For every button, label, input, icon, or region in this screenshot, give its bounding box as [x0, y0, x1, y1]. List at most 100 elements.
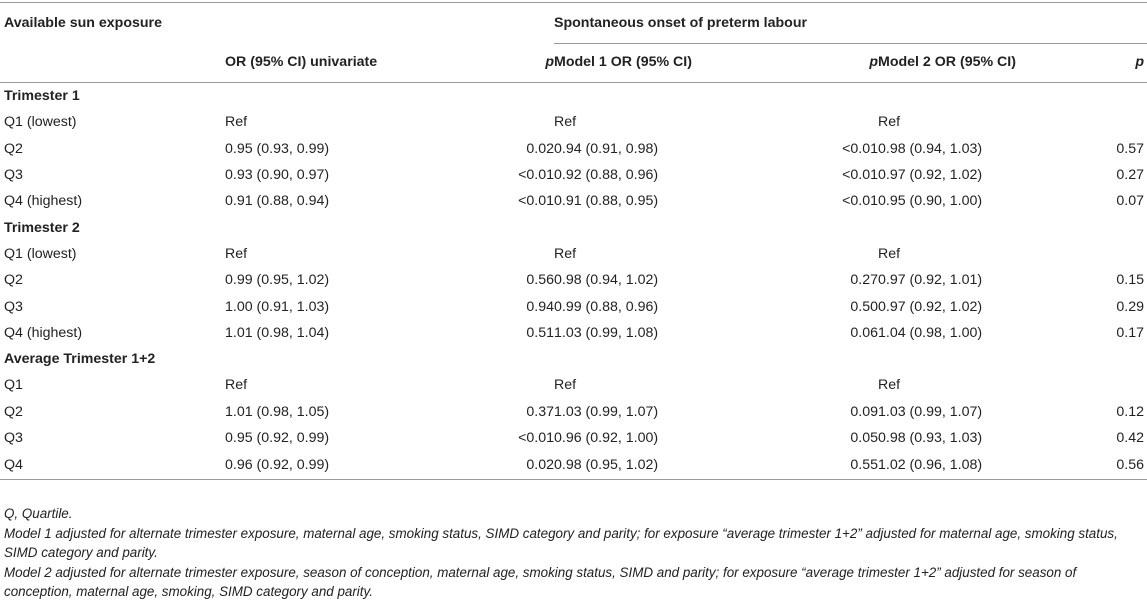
model2-p: 0.56 — [1092, 451, 1147, 481]
table-row: Q3 1.00 (0.91, 1.03) 0.94 0.99 (0.88, 0.96)… — [0, 293, 1147, 319]
univariate-p: 0.51 — [526, 324, 554, 341]
model1-p — [772, 109, 878, 135]
model1-or: 0.92 (0.88, 0.96) — [554, 167, 659, 184]
model2-p: 0.29 — [1116, 298, 1144, 315]
model2-or: Ref — [878, 245, 901, 262]
univariate-p: 0.37 — [526, 403, 554, 420]
table-row: Q1 (lowest) Ref Ref Ref — [0, 241, 1147, 267]
model1-p: 0.55 — [772, 451, 878, 481]
model2-or: 0.98 (0.93, 1.03) — [878, 430, 983, 446]
model1-p: 0.05 — [850, 430, 878, 446]
col-header-p2: p — [772, 42, 878, 83]
group-header: Spontaneous onset of preterm labour — [554, 2, 1147, 44]
section-title: Trimester 1 — [4, 88, 80, 105]
col-header-model1: Model 1 OR (95% CI) — [554, 42, 772, 83]
univariate-p: 0.56 — [526, 272, 554, 289]
univariate-or: 0.95 (0.93, 0.99) — [225, 140, 330, 157]
model1-or: Ref — [554, 245, 577, 262]
univariate-or: 1.01 (0.98, 1.04) — [225, 324, 330, 341]
model2-p: 0.57 — [1116, 140, 1144, 157]
univariate-p: 0.02 — [526, 140, 554, 157]
section-row: Trimester 1 — [0, 83, 1147, 110]
model2-or: Ref — [878, 377, 901, 394]
model1-or: 0.96 (0.92, 1.00) — [554, 430, 659, 446]
univariate-or: 0.95 (0.92, 0.99) — [225, 430, 330, 446]
footnote-quartile: Q, Quartile. — [4, 506, 73, 521]
model1-or: 0.98 (0.95, 1.02) — [554, 451, 772, 481]
model2-p — [1092, 372, 1147, 398]
univariate-or: 0.93 (0.90, 0.97) — [225, 167, 330, 184]
model2-or: 0.97 (0.92, 1.01) — [878, 272, 983, 289]
model2-p: 0.17 — [1116, 324, 1144, 341]
section-row: Trimester 2 — [0, 214, 1147, 240]
model1-p — [772, 372, 878, 398]
table-row: Q3 0.93 (0.90, 0.97) <0.01 0.92 (0.88, 0.96… — [0, 162, 1147, 188]
model2-or: 0.97 (0.92, 1.02) — [878, 167, 983, 184]
quartile-label: Q4 — [0, 451, 225, 481]
univariate-p — [450, 241, 554, 267]
quartile-label: Q3 — [4, 167, 23, 184]
table-row: Q1 (lowest) Ref Ref Ref — [0, 109, 1147, 135]
univariate-or: Ref — [225, 114, 248, 131]
univariate-p: <0.01 — [518, 193, 554, 210]
model1-p: <0.01 — [842, 167, 878, 184]
univariate-or: Ref — [225, 245, 248, 262]
univariate-or: Ref — [225, 377, 248, 394]
univariate-p: <0.01 — [518, 430, 554, 446]
univariate-or: 0.99 (0.95, 1.02) — [225, 272, 330, 289]
model2-p: 0.07 — [1116, 193, 1144, 210]
univariate-p: 0.94 — [526, 298, 554, 315]
col-header-model2: Model 2 OR (95% CI) — [878, 42, 1092, 83]
quartile-label: Q2 — [4, 140, 23, 157]
model1-or: 0.98 (0.94, 1.02) — [554, 272, 659, 289]
section-title: Trimester 2 — [4, 219, 80, 236]
model2-or: 0.98 (0.94, 1.03) — [878, 140, 983, 157]
model1-p: 0.50 — [850, 298, 878, 315]
col-header-p1: p — [450, 42, 554, 83]
results-body-table: OR (95% CI) univariate p Model 1 OR (95%… — [0, 42, 1147, 481]
model2-or: 0.95 (0.90, 1.00) — [878, 193, 983, 210]
univariate-p: <0.01 — [518, 167, 554, 184]
model2-or: 0.97 (0.92, 1.02) — [878, 298, 983, 315]
results-table: Available sun exposure Spontaneous onset… — [0, 2, 1147, 44]
univariate-p — [450, 109, 554, 135]
model1-p: 0.27 — [850, 272, 878, 289]
model1-or: 1.03 (0.99, 1.07) — [554, 403, 659, 420]
univariate-or: 0.91 (0.88, 0.94) — [225, 193, 330, 210]
model1-p: <0.01 — [842, 193, 878, 210]
univariate-p: 0.02 — [450, 451, 554, 481]
table-row: Q2 0.99 (0.95, 1.02) 0.56 0.98 (0.94, 1.02)… — [0, 267, 1147, 293]
quartile-label: Q2 — [4, 272, 23, 289]
footnote-model2: Model 2 adjusted for alternate trimester… — [4, 564, 1077, 600]
col-header-univariate: OR (95% CI) univariate — [225, 42, 450, 83]
quartile-label: Q2 — [4, 403, 23, 420]
header-row-1: Available sun exposure Spontaneous onset… — [0, 2, 1147, 44]
quartile-label: Q1 (lowest) — [4, 245, 77, 262]
model1-or: 1.03 (0.99, 1.08) — [554, 324, 659, 341]
model2-or: 1.02 (0.96, 1.08) — [878, 451, 1092, 481]
quartile-label: Q4 (highest) — [4, 193, 83, 210]
model2-or: 1.04 (0.98, 1.00) — [878, 324, 983, 341]
univariate-or: 1.00 (0.91, 1.03) — [225, 298, 330, 315]
model1-p — [772, 241, 878, 267]
table-row: Q1 Ref Ref Ref — [0, 372, 1147, 398]
model1-or: 0.94 (0.91, 0.98) — [554, 140, 659, 157]
model1-p: 0.06 — [850, 324, 878, 341]
model2-p — [1092, 109, 1147, 135]
row-label-header: Available sun exposure — [0, 2, 554, 44]
table-row: Q4 (highest) 0.91 (0.88, 0.94) <0.01 0.91 (… — [0, 188, 1147, 214]
model1-p: <0.01 — [842, 140, 878, 157]
model2-p: 0.42 — [1116, 430, 1144, 446]
table-row: Q2 0.95 (0.93, 0.99) 0.02 0.94 (0.91, 0.98)… — [0, 136, 1147, 162]
model2-p — [1092, 241, 1147, 267]
quartile-label: Q4 (highest) — [4, 324, 83, 341]
univariate-or: 1.01 (0.98, 1.05) — [225, 403, 330, 420]
model1-or: Ref — [554, 377, 577, 394]
model2-or: 1.03 (0.99, 1.07) — [878, 403, 983, 420]
model1-or: 0.91 (0.88, 0.95) — [554, 193, 659, 210]
univariate-or: 0.96 (0.92, 0.99) — [225, 451, 450, 481]
quartile-label: Q3 — [4, 298, 23, 315]
table-row: Q4 0.96 (0.92, 0.99) 0.02 0.98 (0.95, 1.02)… — [0, 451, 1147, 481]
model1-p: 0.09 — [850, 403, 878, 420]
table-row: Q3 0.95 (0.92, 0.99) <0.01 0.96 (0.92, 1.00… — [0, 425, 1147, 451]
